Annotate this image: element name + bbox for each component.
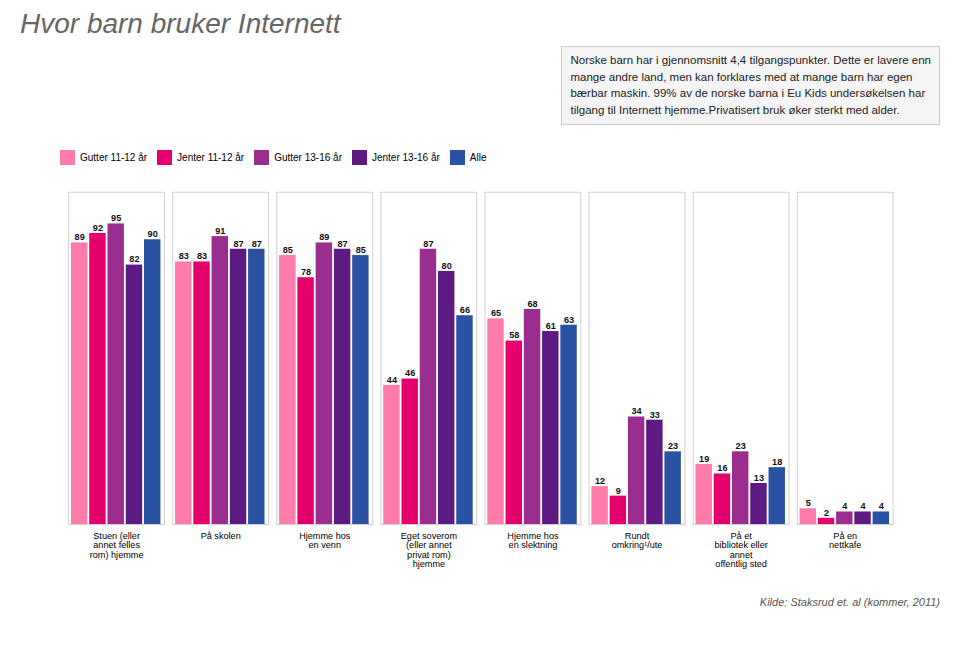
svg-text:44: 44 bbox=[387, 374, 398, 384]
html-text:Gutter 13-16 år: Gutter 13-16 år bbox=[274, 151, 342, 163]
svg-text:Eget soverom(eller annetprivat: Eget soverom(eller annetprivat rom)hjemm… bbox=[401, 531, 457, 568]
svg-text:2: 2 bbox=[824, 507, 829, 517]
svg-text:12: 12 bbox=[595, 476, 605, 486]
svg-text:4: 4 bbox=[879, 501, 885, 511]
svg-text:34: 34 bbox=[632, 406, 643, 416]
svg-text:95: 95 bbox=[111, 213, 121, 223]
html-text:Hvor barn bruker Internett: Hvor barn bruker Internett bbox=[20, 8, 341, 39]
svg-text:80: 80 bbox=[442, 260, 452, 270]
svg-text:91: 91 bbox=[215, 226, 225, 236]
svg-text:33: 33 bbox=[650, 409, 660, 419]
html-text:Jenter 13-16 år: Jenter 13-16 år bbox=[372, 151, 440, 163]
svg-text:13: 13 bbox=[754, 473, 764, 483]
svg-text:5: 5 bbox=[806, 498, 811, 508]
svg-text:85: 85 bbox=[356, 245, 366, 255]
svg-text:89: 89 bbox=[319, 232, 329, 242]
svg-text:90: 90 bbox=[148, 229, 158, 239]
html-text:Gutter 11-12 år: Gutter 11-12 år bbox=[80, 151, 148, 163]
svg-text:85: 85 bbox=[283, 245, 293, 255]
svg-text:61: 61 bbox=[546, 321, 556, 331]
svg-text:Hjemme hosen slektning: Hjemme hosen slektning bbox=[507, 531, 559, 550]
svg-text:78: 78 bbox=[301, 267, 311, 277]
svg-text:46: 46 bbox=[405, 368, 415, 378]
svg-text:63: 63 bbox=[564, 314, 574, 324]
svg-text:87: 87 bbox=[252, 238, 262, 248]
svg-text:Stuen (ellerannet fellesrom) h: Stuen (ellerannet fellesrom) hjemme bbox=[90, 531, 144, 559]
html-text:Jenter 11-12 år: Jenter 11-12 år bbox=[177, 151, 245, 163]
svg-text:På etbibliotek ellerannetoffen: På etbibliotek ellerannetoffentlig sted bbox=[714, 531, 767, 568]
svg-text:87: 87 bbox=[233, 238, 243, 248]
svg-text:23: 23 bbox=[668, 441, 678, 451]
svg-text:16: 16 bbox=[717, 463, 727, 473]
svg-text:92: 92 bbox=[93, 223, 103, 233]
html-text:Kilde: Staksrud et. al (kommer: Kilde: Staksrud et. al (kommer, 2011) bbox=[759, 596, 940, 609]
svg-text:68: 68 bbox=[527, 298, 537, 308]
svg-text:Hjemme hosen venn: Hjemme hosen venn bbox=[299, 531, 351, 550]
svg-text:83: 83 bbox=[197, 251, 207, 261]
html-text:Alle: Alle bbox=[469, 151, 487, 163]
svg-text:58: 58 bbox=[509, 330, 519, 340]
svg-text:66: 66 bbox=[460, 305, 470, 315]
svg-text:87: 87 bbox=[423, 238, 433, 248]
svg-text:23: 23 bbox=[736, 441, 746, 451]
svg-text:4: 4 bbox=[860, 501, 866, 511]
svg-text:19: 19 bbox=[699, 454, 709, 464]
svg-text:På skolen: På skolen bbox=[201, 531, 241, 541]
svg-text:89: 89 bbox=[75, 232, 85, 242]
svg-text:Rundtomkring¹/ute: Rundtomkring¹/ute bbox=[612, 531, 663, 550]
svg-text:9: 9 bbox=[616, 485, 621, 495]
svg-text:På ennettkafe: På ennettkafe bbox=[829, 531, 861, 550]
html-text:Norske barn har i gjennomsnitt: Norske barn har i gjennomsnitt 4,4 tilga… bbox=[570, 54, 931, 116]
svg-text:82: 82 bbox=[129, 254, 139, 264]
svg-text:87: 87 bbox=[338, 238, 348, 248]
svg-text:18: 18 bbox=[772, 457, 782, 467]
svg-text:65: 65 bbox=[491, 308, 501, 318]
svg-text:4: 4 bbox=[842, 501, 848, 511]
svg-text:83: 83 bbox=[179, 251, 189, 261]
